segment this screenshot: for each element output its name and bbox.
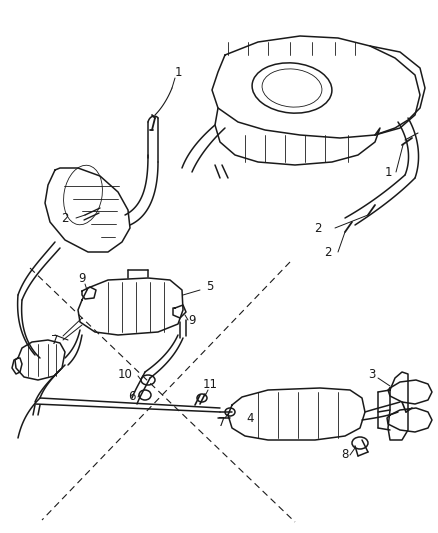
Text: 9: 9 xyxy=(78,271,86,285)
Text: 4: 4 xyxy=(246,411,254,424)
Text: 1: 1 xyxy=(174,66,182,78)
Text: 6: 6 xyxy=(128,391,136,403)
Text: 5: 5 xyxy=(206,279,214,293)
Text: 11: 11 xyxy=(202,378,218,392)
Text: 7: 7 xyxy=(51,334,59,346)
Text: 7: 7 xyxy=(218,416,226,429)
Text: 3: 3 xyxy=(368,368,376,382)
Text: 2: 2 xyxy=(314,222,322,235)
Text: 2: 2 xyxy=(324,246,332,259)
Text: 1: 1 xyxy=(384,166,392,179)
Text: 2: 2 xyxy=(61,212,69,224)
Text: 9: 9 xyxy=(188,313,196,327)
Text: 10: 10 xyxy=(117,367,132,381)
Text: 8: 8 xyxy=(341,448,349,462)
